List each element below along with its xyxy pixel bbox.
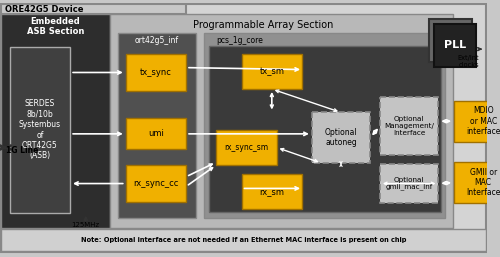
Text: SERDES
8b/10b
Systembus
of
ORT42G5
(ASB): SERDES 8b/10b Systembus of ORT42G5 (ASB) bbox=[19, 99, 61, 160]
Bar bbox=[10, 47, 70, 213]
Text: MDIO
or MAC
interface: MDIO or MAC interface bbox=[466, 106, 500, 136]
Bar bbox=[204, 33, 445, 218]
Bar bbox=[216, 130, 276, 165]
Text: 125MHz: 125MHz bbox=[72, 223, 100, 228]
Text: rx_sync_sm: rx_sync_sm bbox=[224, 143, 268, 152]
Text: 1G Line: 1G Line bbox=[6, 146, 38, 155]
Bar bbox=[210, 46, 442, 212]
Bar bbox=[312, 112, 370, 163]
Text: umi: umi bbox=[148, 129, 164, 138]
Bar bbox=[126, 118, 186, 150]
Text: ORE42G5 Device: ORE42G5 Device bbox=[5, 5, 84, 14]
Text: Optional
Management/
Interface: Optional Management/ Interface bbox=[384, 116, 434, 136]
Text: Embedded
ASB Section: Embedded ASB Section bbox=[27, 17, 84, 36]
Text: Programmable Array Section: Programmable Array Section bbox=[193, 20, 333, 30]
Bar bbox=[454, 162, 500, 203]
Bar bbox=[380, 164, 438, 203]
Text: GMII or
MAC
Interface: GMII or MAC Interface bbox=[466, 168, 500, 197]
Text: pcs_1g_core: pcs_1g_core bbox=[216, 36, 263, 45]
Bar bbox=[428, 19, 472, 62]
Bar bbox=[1, 4, 186, 14]
Text: rx_sync_cc: rx_sync_cc bbox=[133, 179, 178, 188]
Bar bbox=[126, 54, 186, 91]
Bar bbox=[118, 33, 196, 218]
Text: Ext/Int
clocks: Ext/Int clocks bbox=[458, 55, 479, 68]
Bar bbox=[110, 14, 453, 228]
Text: ort42g5_inf: ort42g5_inf bbox=[135, 36, 179, 45]
Bar bbox=[242, 174, 302, 209]
Bar bbox=[454, 101, 500, 142]
Bar bbox=[434, 24, 476, 67]
Text: tx_sm: tx_sm bbox=[260, 67, 284, 76]
Bar bbox=[126, 165, 186, 202]
Bar bbox=[1, 14, 110, 228]
Text: Note: Optional interface are not needed if an Ethernet MAC interface is present : Note: Optional interface are not needed … bbox=[81, 237, 406, 243]
Bar bbox=[380, 97, 438, 155]
Bar bbox=[1, 229, 486, 251]
Text: PLL: PLL bbox=[444, 40, 466, 50]
Text: Optional
autoneg: Optional autoneg bbox=[324, 128, 358, 148]
Text: Optional
gmii_mac_inf: Optional gmii_mac_inf bbox=[386, 177, 433, 190]
Text: tx_sync: tx_sync bbox=[140, 68, 172, 77]
Bar bbox=[242, 54, 302, 89]
Text: rx_sm: rx_sm bbox=[260, 187, 284, 196]
